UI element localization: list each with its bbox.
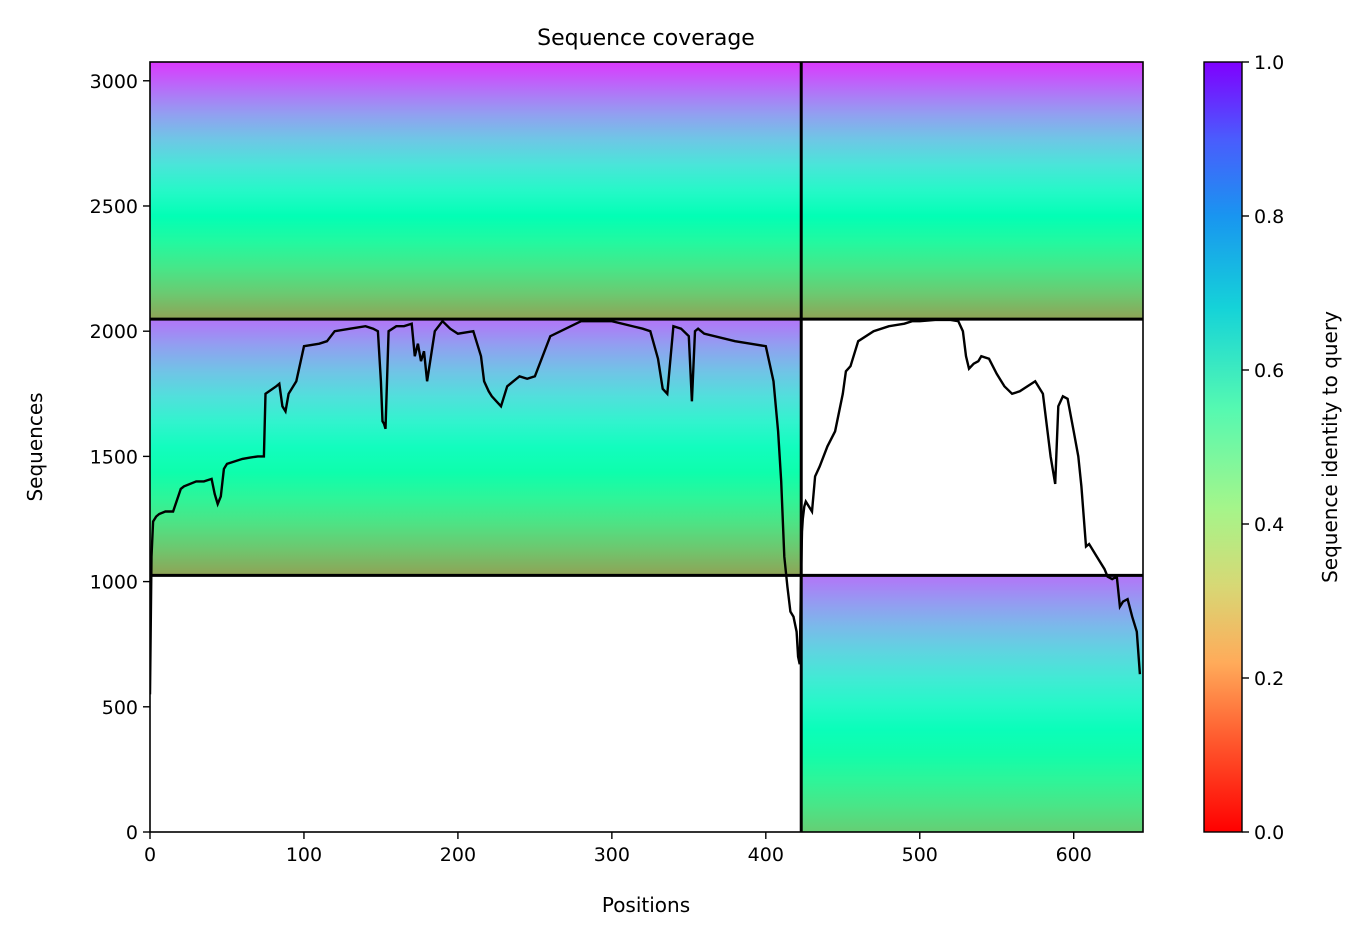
x-tick-label: 600 (1056, 844, 1092, 866)
heatmap-block (801, 62, 1143, 320)
y-tick-label: 500 (102, 697, 138, 719)
x-axis-ticks: 0 100 200 300 400 500 600 (144, 832, 1092, 866)
chart-title: Sequence coverage (537, 26, 755, 51)
colorbar-ticks: 0.0 0.2 0.4 0.6 0.8 1.0 (1242, 52, 1284, 844)
y-axis-label: Sequences (23, 392, 47, 501)
x-tick-label: 300 (594, 844, 630, 866)
colorbar-tick-label: 0.2 (1254, 668, 1284, 690)
colorbar-tick-label: 1.0 (1254, 52, 1284, 74)
heatmap-block (150, 319, 802, 576)
x-tick-label: 0 (144, 844, 156, 866)
y-tick-label: 2000 (90, 321, 138, 343)
y-tick-label: 2500 (90, 196, 138, 218)
coverage-line (150, 318, 1142, 695)
block-dividers (150, 62, 1143, 832)
heatmap-block (150, 62, 802, 320)
colorbar (1203, 61, 1243, 833)
heatmap-block (801, 575, 1143, 832)
y-tick-label: 3000 (90, 71, 138, 93)
x-tick-label: 100 (286, 844, 322, 866)
x-tick-label: 400 (748, 844, 784, 866)
y-tick-label: 1500 (90, 446, 138, 468)
colorbar-tick-label: 0.6 (1254, 360, 1284, 382)
x-axis-label: Positions (602, 893, 690, 917)
x-tick-label: 500 (902, 844, 938, 866)
y-tick-label: 1000 (90, 572, 138, 594)
y-tick-label: 0 (126, 822, 138, 844)
colorbar-label: Sequence identity to query (1318, 311, 1342, 583)
colorbar-tick-label: 0.4 (1254, 514, 1284, 536)
colorbar-tick-label: 0.8 (1254, 206, 1284, 228)
x-tick-label: 200 (440, 844, 476, 866)
y-axis-ticks: 0 500 1000 1500 2000 2500 3000 (90, 71, 150, 844)
colorbar-tick-label: 0.0 (1254, 822, 1284, 844)
plot-frame (149, 61, 1144, 833)
